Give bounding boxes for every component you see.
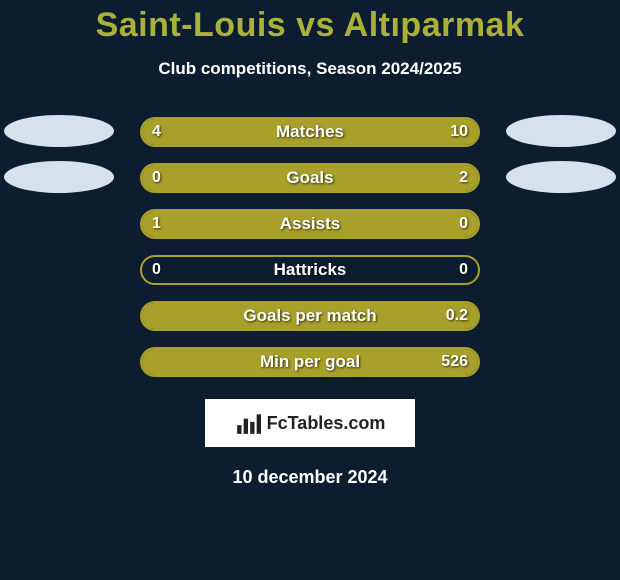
- stat-row: 00Hattricks: [0, 247, 620, 293]
- comparison-chart: 410Matches 02Goals 10Assists 00Hattricks 0.2…: [0, 109, 620, 385]
- stat-row: 526Min per goal: [0, 339, 620, 385]
- bar-track: 410Matches: [140, 117, 480, 147]
- bar-track: 0.2Goals per match: [140, 301, 480, 331]
- team-badge-left: [4, 115, 114, 147]
- bar-track: 526Min per goal: [140, 347, 480, 377]
- stat-row: 410Matches: [0, 109, 620, 155]
- stat-row: 10Assists: [0, 201, 620, 247]
- team-badge-right: [506, 115, 616, 147]
- page-title: Saint-Louis vs Altıparmak: [0, 0, 620, 45]
- stat-label: Hattricks: [142, 257, 478, 283]
- stat-row: 0.2Goals per match: [0, 293, 620, 339]
- stat-label: Min per goal: [142, 349, 478, 375]
- bars-icon: [235, 410, 261, 436]
- date-line: 10 december 2024: [0, 467, 620, 488]
- stat-row: 02Goals: [0, 155, 620, 201]
- bar-track: 02Goals: [140, 163, 480, 193]
- team-badge-left: [4, 161, 114, 193]
- stat-label: Matches: [142, 119, 478, 145]
- stat-label: Assists: [142, 211, 478, 237]
- source-logo: FcTables.com: [205, 399, 415, 447]
- subtitle: Club competitions, Season 2024/2025: [0, 59, 620, 79]
- bar-track: 00Hattricks: [140, 255, 480, 285]
- team-badge-right: [506, 161, 616, 193]
- logo-text: FcTables.com: [267, 413, 386, 434]
- bar-track: 10Assists: [140, 209, 480, 239]
- stat-label: Goals per match: [142, 303, 478, 329]
- stat-label: Goals: [142, 165, 478, 191]
